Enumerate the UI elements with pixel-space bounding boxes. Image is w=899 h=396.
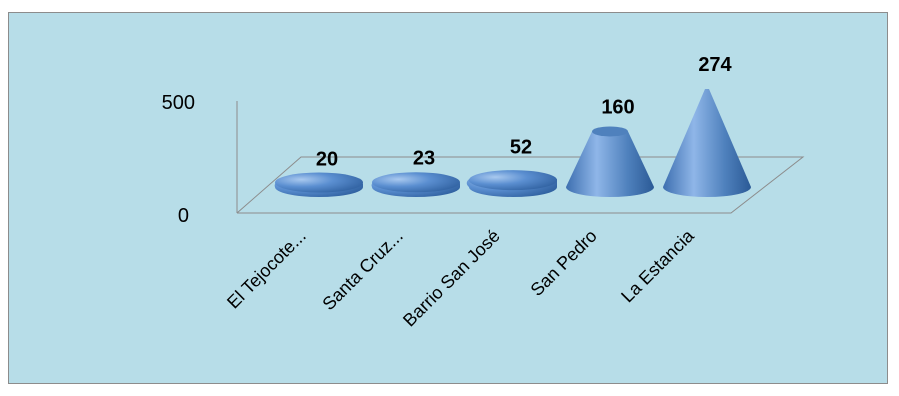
category-label: Barrio San José (399, 226, 504, 331)
cone-top (372, 172, 460, 193)
cone-top (275, 172, 363, 193)
y-tick-label: 500 (162, 92, 195, 114)
data-label: 160 (601, 96, 634, 118)
floor-outline (236, 156, 805, 214)
cone-top (469, 170, 557, 191)
data-label: 20 (316, 149, 338, 171)
cone-chart: 500 0 20 23 52 160 274 El Tejocote... Santa C… (162, 54, 805, 330)
category-label: San Pedro (527, 226, 601, 300)
data-label: 23 (413, 147, 435, 169)
cone-top (592, 126, 628, 137)
cone-series (274, 89, 751, 197)
data-label: 52 (510, 137, 532, 159)
cone-body (566, 131, 654, 197)
category-label: La Estancia (617, 225, 698, 306)
cone-bar (466, 170, 557, 197)
chart-area: 500 0 20 23 52 160 274 El Tejocote... Santa C… (8, 12, 888, 384)
cone-body (663, 89, 751, 197)
cone-bar (663, 89, 751, 197)
category-label: El Tejocote... (223, 226, 310, 313)
cone-bar (566, 126, 654, 197)
data-labels: 20 23 52 160 274 (316, 54, 733, 171)
category-labels: El Tejocote... Santa Cruz...Barrio San Jo… (223, 225, 698, 330)
cone-bar (371, 172, 460, 197)
data-label: 274 (698, 54, 732, 76)
category-label: Santa Cruz... (318, 226, 406, 314)
axis-frame (236, 101, 805, 214)
y-tick-label: 0 (178, 205, 189, 227)
cone-bar (274, 172, 363, 197)
